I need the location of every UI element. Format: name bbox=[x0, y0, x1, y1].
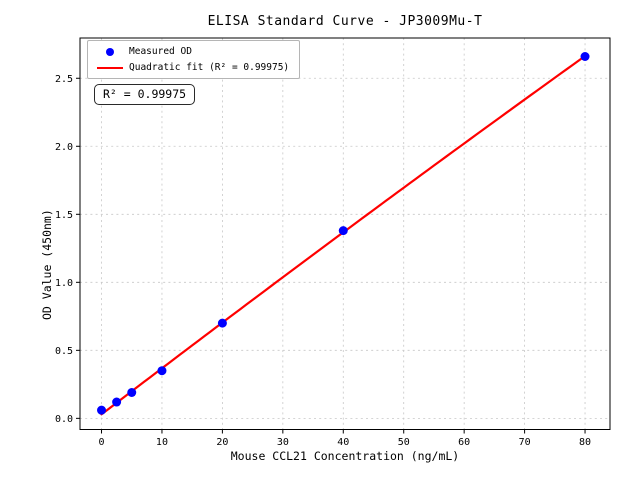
scatter-marker-icon bbox=[106, 47, 114, 56]
fit-line-marker-icon bbox=[97, 66, 123, 69]
x-tick-label: 20 bbox=[216, 437, 228, 448]
data-point bbox=[157, 366, 167, 376]
x-tick-label: 30 bbox=[277, 437, 289, 448]
y-tick-label: 0.0 bbox=[55, 414, 73, 425]
data-point bbox=[338, 226, 348, 236]
x-tick-label: 0 bbox=[99, 437, 105, 448]
x-tick-label: 40 bbox=[337, 437, 349, 448]
data-point bbox=[97, 405, 107, 415]
y-tick-label: 1.0 bbox=[55, 278, 73, 289]
axes-spines bbox=[79, 37, 611, 430]
chart-title: ELISA Standard Curve - JP3009Mu-T bbox=[207, 14, 483, 29]
data-point bbox=[217, 318, 227, 328]
y-tick-label: 1.5 bbox=[55, 210, 73, 221]
x-tick-label: 80 bbox=[579, 437, 591, 448]
legend-marker-cell bbox=[95, 47, 125, 56]
legend-entry-quadratic-fit: Quadratic fit (R² = 0.99975) bbox=[95, 62, 289, 73]
data-point bbox=[112, 397, 122, 407]
x-tick-label: 50 bbox=[398, 437, 410, 448]
x-tick-label: 10 bbox=[156, 437, 168, 448]
legend-marker-cell bbox=[95, 66, 125, 69]
y-tick-label: 0.5 bbox=[55, 346, 73, 357]
r-squared-annotation: R² = 0.99975 bbox=[94, 84, 196, 105]
x-tick-label: 60 bbox=[458, 437, 470, 448]
y-axis-label: OD Value (450nm) bbox=[40, 209, 54, 320]
legend-label: Quadratic fit (R² = 0.99975) bbox=[129, 62, 290, 73]
data-point bbox=[127, 387, 137, 397]
data-point bbox=[580, 52, 590, 62]
legend-entry-measured-od: Measured OD bbox=[95, 46, 289, 57]
y-tick-label: 2.0 bbox=[55, 142, 73, 153]
legend-label: Measured OD bbox=[129, 46, 192, 57]
y-tick-label: 2.5 bbox=[55, 74, 73, 85]
x-tick-label: 70 bbox=[519, 437, 531, 448]
legend: Measured OD Quadratic fit (R² = 0.99975) bbox=[87, 40, 301, 79]
x-axis-label: Mouse CCL21 Concentration (ng/mL) bbox=[230, 449, 460, 463]
